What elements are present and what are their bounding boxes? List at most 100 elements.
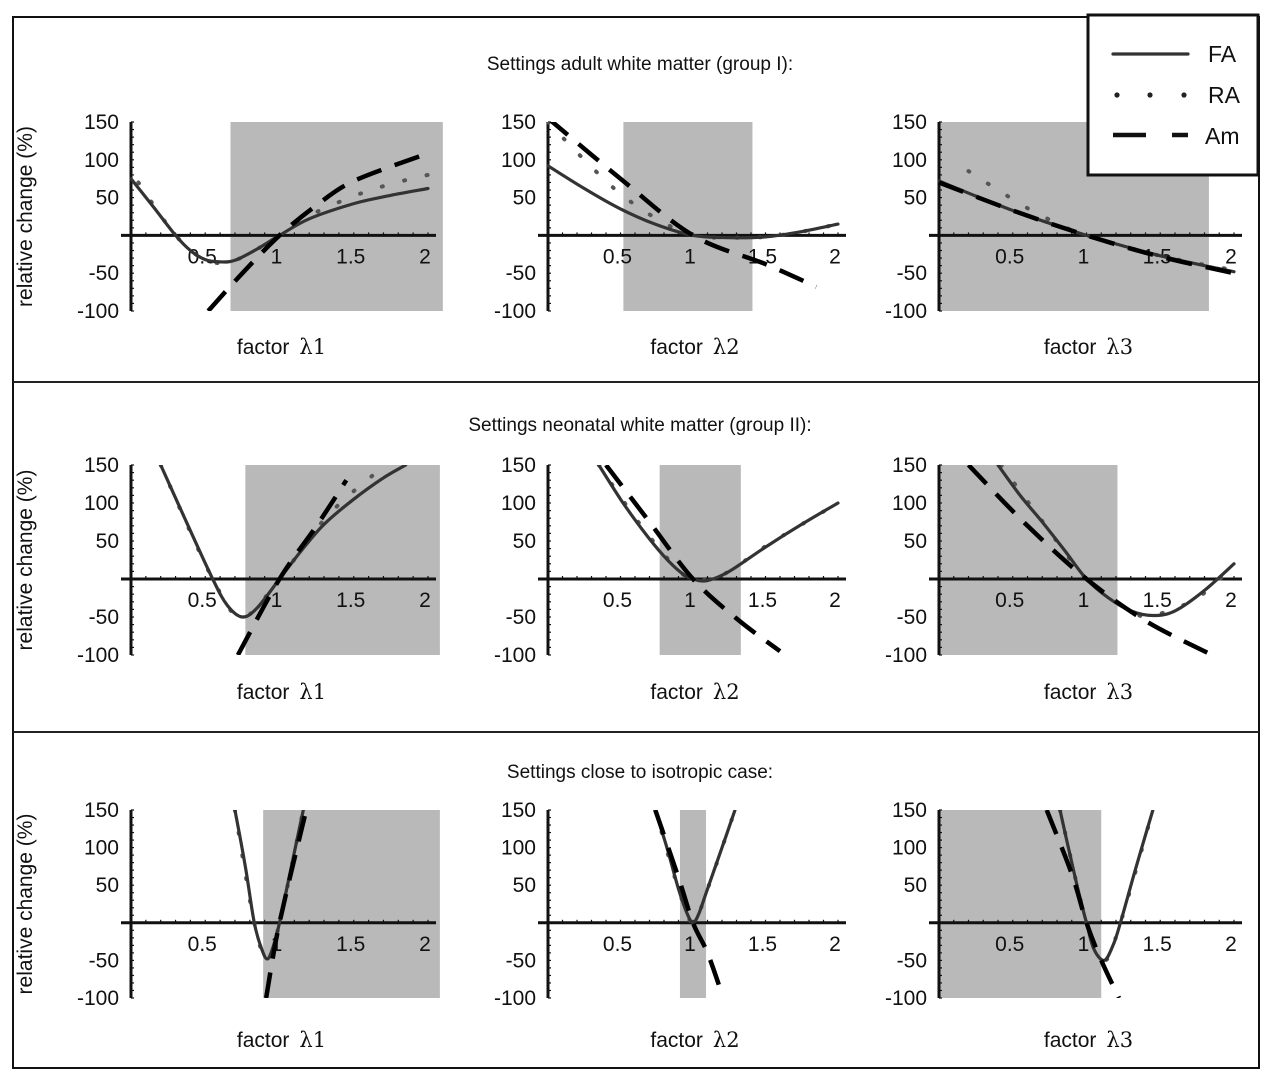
x-axis-label-symbol: λ3 bbox=[1106, 680, 1133, 704]
series-group bbox=[546, 122, 840, 289]
y-tick-label: 100 bbox=[892, 837, 927, 860]
panel-1-0: 0.5 1 1.5 2 150 100 50 -50 -100 factor λ1 relative … bbox=[14, 454, 440, 704]
y-tick-label: -50 bbox=[506, 262, 536, 285]
y-tick-label: 100 bbox=[84, 149, 119, 172]
x-axis-label: factor λ3 bbox=[1044, 335, 1133, 359]
series-am-line bbox=[235, 478, 349, 655]
x-axis-label: factor λ2 bbox=[650, 335, 739, 359]
x-tick-label: 1 bbox=[271, 245, 283, 268]
x-tick-label: 1.5 bbox=[336, 245, 365, 268]
x-tick-label: 2 bbox=[1225, 245, 1237, 268]
series-group bbox=[158, 465, 408, 655]
y-tick-label: -100 bbox=[77, 987, 119, 1010]
y-tick-label: 150 bbox=[892, 111, 927, 134]
y-tick-label: 50 bbox=[96, 874, 119, 897]
x-tick-label: 0.5 bbox=[603, 245, 632, 268]
x-axis-label: factor λ3 bbox=[1044, 680, 1133, 704]
y-tick-label: -100 bbox=[885, 300, 927, 323]
row-title: Settings neonatal white matter (group II… bbox=[468, 415, 811, 436]
y-tick-label: -50 bbox=[506, 949, 536, 972]
y-tick-label: 50 bbox=[904, 187, 927, 210]
y-tick-label: 150 bbox=[892, 799, 927, 822]
y-tick-label: 150 bbox=[501, 454, 536, 477]
series-am-line bbox=[653, 810, 725, 995]
series-am-line bbox=[263, 810, 309, 998]
x-tick-label: 1 bbox=[271, 589, 283, 612]
legend-swatch-ra bbox=[1114, 92, 1187, 98]
y-tick-label: -50 bbox=[897, 949, 927, 972]
y-tick-label: 50 bbox=[904, 530, 927, 553]
x-tick-label: 0.5 bbox=[188, 933, 217, 956]
x-tick-label: 2 bbox=[1225, 933, 1237, 956]
y-tick-label: -50 bbox=[897, 262, 927, 285]
series-group bbox=[1044, 810, 1155, 998]
y-tick-label: -100 bbox=[494, 300, 536, 323]
x-tick-label: 2 bbox=[829, 933, 841, 956]
x-tick-label: 0.5 bbox=[995, 933, 1024, 956]
y-tick-label: 50 bbox=[96, 530, 119, 553]
series-group bbox=[129, 153, 430, 311]
x-tick-label: 1 bbox=[1078, 933, 1090, 956]
x-tick-label: 2 bbox=[419, 589, 431, 612]
series-fa-line bbox=[1058, 810, 1155, 963]
shaded-region bbox=[939, 465, 1118, 655]
shaded-region bbox=[659, 465, 741, 655]
shaded-region bbox=[623, 122, 753, 311]
series-fa-line bbox=[233, 810, 305, 961]
figure-frame bbox=[12, 16, 1260, 1069]
x-axis-label-text: factor bbox=[650, 336, 703, 359]
x-axis-label: factor λ2 bbox=[650, 1028, 739, 1052]
y-tick-label: -50 bbox=[89, 949, 119, 972]
y-axis-label: relative change (%) bbox=[14, 126, 37, 307]
x-tick-label: 1.5 bbox=[748, 589, 777, 612]
x-tick-label: 1 bbox=[684, 933, 696, 956]
y-tick-label: 150 bbox=[892, 454, 927, 477]
y-axis-label: relative change (%) bbox=[14, 470, 37, 651]
x-axis-label-text: factor bbox=[1044, 681, 1097, 704]
x-axis-label-symbol: λ1 bbox=[299, 680, 326, 704]
y-tick-label: 50 bbox=[513, 187, 536, 210]
y-tick-label: 100 bbox=[84, 837, 119, 860]
y-tick-label: 150 bbox=[84, 111, 119, 134]
y-tick-label: -50 bbox=[506, 606, 536, 629]
legend: FA RA Am bbox=[1086, 13, 1260, 177]
panel-1-1: 0.5 1 1.5 2 150 100 50 -50 -100 factor λ2 bbox=[494, 454, 846, 704]
row-title: Settings adult white matter (group I): bbox=[487, 54, 793, 75]
series-am-line bbox=[549, 122, 818, 289]
x-tick-label: 0.5 bbox=[603, 589, 632, 612]
x-tick-label: 1.5 bbox=[748, 933, 777, 956]
x-axis-label-symbol: λ3 bbox=[1106, 1028, 1133, 1052]
series-am-line bbox=[1044, 810, 1122, 998]
x-tick-label: 2 bbox=[829, 245, 841, 268]
legend-label-am: Am bbox=[1205, 123, 1240, 149]
shaded-region bbox=[245, 465, 440, 655]
y-tick-label: 150 bbox=[501, 111, 536, 134]
y-tick-label: 150 bbox=[84, 799, 119, 822]
x-tick-label: 1 bbox=[1078, 589, 1090, 612]
y-tick-label: 100 bbox=[84, 492, 119, 515]
y-tick-label: 100 bbox=[892, 492, 927, 515]
x-tick-label: 0.5 bbox=[603, 933, 632, 956]
x-axis-label-text: factor bbox=[237, 681, 290, 704]
y-tick-label: 100 bbox=[501, 149, 536, 172]
y-tick-label: 150 bbox=[501, 799, 536, 822]
y-tick-label: -100 bbox=[885, 644, 927, 667]
y-tick-label: 100 bbox=[501, 837, 536, 860]
legend-label-ra: RA bbox=[1208, 82, 1241, 108]
panel-2-1: 0.5 1 1.5 2 150 100 50 -50 -100 factor λ2 bbox=[494, 799, 846, 1052]
series-group bbox=[966, 465, 1236, 655]
x-tick-label: 1 bbox=[684, 589, 696, 612]
x-tick-label: 1 bbox=[684, 245, 696, 268]
series-am-line bbox=[966, 465, 1213, 655]
y-tick-label: 100 bbox=[501, 492, 536, 515]
x-tick-label: 0.5 bbox=[995, 589, 1024, 612]
x-axis-label-text: factor bbox=[237, 336, 290, 359]
y-tick-label: -50 bbox=[89, 262, 119, 285]
x-tick-label: 1 bbox=[1078, 245, 1090, 268]
series-fa-line bbox=[159, 465, 408, 619]
series-group bbox=[937, 169, 1236, 276]
x-axis-label-text: factor bbox=[650, 681, 703, 704]
